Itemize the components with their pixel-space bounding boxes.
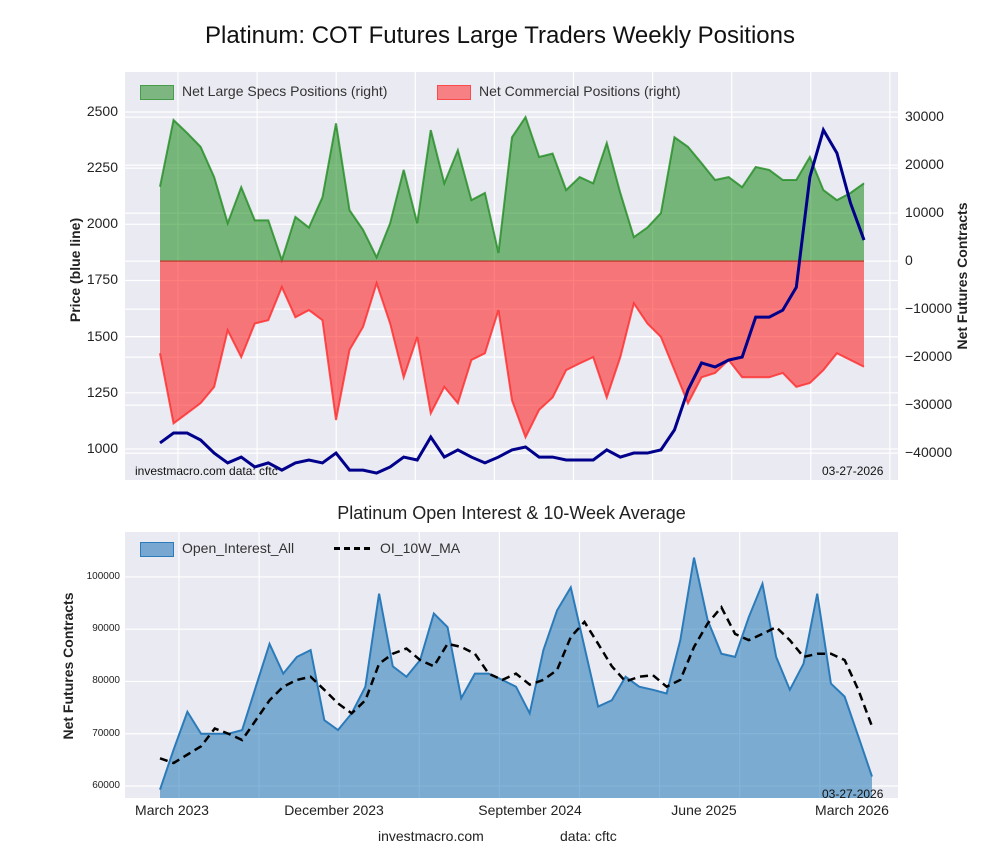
footer-site: investmacro.com xyxy=(378,828,484,844)
footer-source: data: cftc xyxy=(560,828,617,844)
legend-label-commercial: Net Commercial Positions (right) xyxy=(479,83,681,99)
legend-label-specs: Net Large Specs Positions (right) xyxy=(182,83,388,99)
y-tick-left: 1000 xyxy=(86,439,118,456)
specs-series-fill xyxy=(160,117,864,262)
y-axis-label-left: Price (blue line) xyxy=(67,217,83,323)
y-tick-oi: 90000 xyxy=(92,623,120,635)
chart-title: Platinum: COT Futures Large Traders Week… xyxy=(204,22,795,49)
x-tick-label: June 2025 xyxy=(671,802,737,818)
y-tick-left: 1250 xyxy=(86,383,118,400)
legend-swatch-specs xyxy=(140,85,174,100)
y-tick-right: 30000 xyxy=(905,108,944,125)
legend-line-ma xyxy=(334,547,370,550)
x-tick-label: March 2023 xyxy=(135,802,209,818)
y-tick-oi: 100000 xyxy=(86,570,120,582)
y-tick-left: 1500 xyxy=(86,327,118,344)
y-tick-oi: 60000 xyxy=(92,779,120,791)
y-tick-right: −20000 xyxy=(905,348,953,365)
y-tick-oi: 70000 xyxy=(92,727,120,739)
y-tick-left: 1750 xyxy=(86,271,118,288)
y-tick-right: −40000 xyxy=(905,444,953,461)
legend-label-open-interest: Open_Interest_All xyxy=(182,540,295,556)
y-tick-right: −10000 xyxy=(905,300,953,317)
y-tick-right: 0 xyxy=(905,252,913,269)
y-tick-right: −30000 xyxy=(905,396,953,413)
legend-label-ma: OI_10W_MA xyxy=(380,540,461,556)
y-tick-right: 10000 xyxy=(905,204,944,221)
legend-swatch-commercial xyxy=(437,85,471,100)
y-tick-left: 2500 xyxy=(86,102,118,119)
legend-swatch-open-interest xyxy=(140,542,174,557)
y-tick-left: 2000 xyxy=(86,215,118,232)
watermark: investmacro.com data: cftc xyxy=(135,464,278,478)
open-interest-fill xyxy=(160,557,872,798)
x-tick-label: March 2026 xyxy=(815,802,889,818)
date-stamp-bottom: 03-27-2026 xyxy=(822,787,884,801)
oi-y-axis-label: Net Futures Contracts xyxy=(60,592,76,740)
y-tick-right: 20000 xyxy=(905,156,944,173)
x-tick-label: September 2024 xyxy=(478,802,582,818)
oi-chart-title: Platinum Open Interest & 10-Week Average xyxy=(337,503,686,523)
y-tick-left: 2250 xyxy=(86,159,118,176)
y-axis-label-right: Net Futures Contracts xyxy=(954,202,970,350)
x-tick-label: December 2023 xyxy=(284,802,384,818)
y-tick-oi: 80000 xyxy=(92,675,120,687)
date-stamp-top: 03-27-2026 xyxy=(822,464,884,478)
